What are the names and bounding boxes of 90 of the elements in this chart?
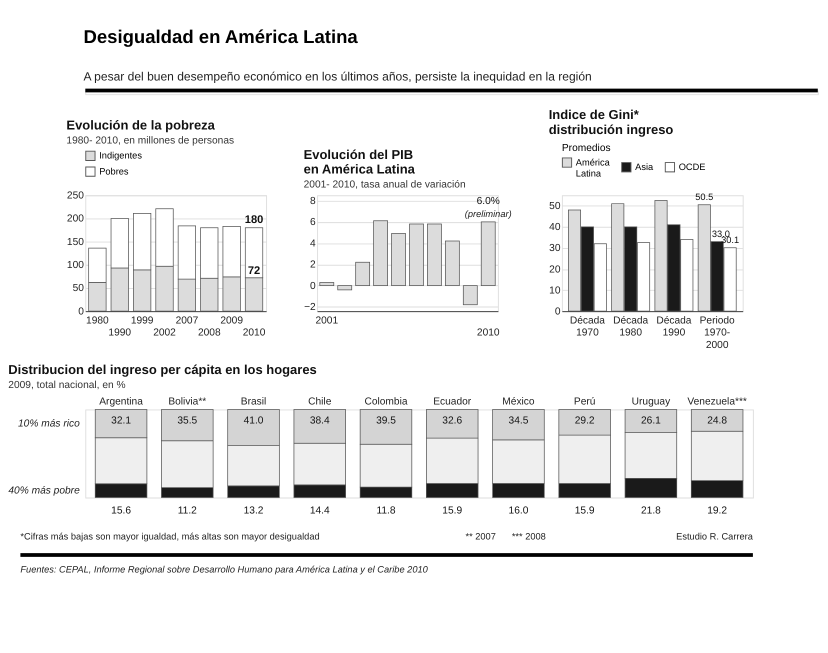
data-label: 50.5 (695, 192, 714, 202)
data-label: 16.0 (508, 505, 529, 516)
y-tick-label: 4 (310, 238, 316, 250)
data-label: 15.9 (574, 505, 595, 516)
data-label: 32.6 (442, 415, 462, 426)
x-tick-label: Chile (308, 396, 332, 408)
y-tick-label: 250 (66, 190, 84, 202)
legend-label: Asia (635, 162, 654, 172)
series-label: 10% más rico (18, 418, 80, 430)
x-tick-label: Uruguay (632, 396, 672, 408)
y-tick-label: 0 (310, 280, 316, 292)
x-tick-label: Periodo 1970- 2000 (700, 316, 736, 351)
data-label: 24.8 (707, 415, 728, 426)
y-tick-label: 8 (310, 196, 316, 207)
legend-label: Pobres (99, 166, 129, 176)
x-tick-label: Colombia (364, 396, 408, 408)
x-tick-label: 2007 (176, 316, 199, 327)
data-label: 21.8 (640, 505, 662, 516)
y-tick-label: 0 (78, 306, 84, 318)
y-tick-label: 100 (66, 260, 84, 272)
annotation: (preliminar) (464, 209, 512, 220)
y-tick-label: 6 (310, 217, 316, 228)
data-label: 15.9 (442, 505, 462, 516)
x-tick-label: Brasil (240, 396, 266, 408)
legend-label: OCDE (678, 162, 706, 172)
data-label: 15.6 (111, 505, 132, 516)
source-note: Fuentes: CEPAL, Informe Regional sobre Desarrollo Humano para América Latina y el Caribe 2010 (20, 564, 429, 575)
data-label: 14.4 (310, 505, 330, 516)
y-tick-label: 40 (549, 222, 561, 234)
x-tick-label: Ecuador (433, 396, 472, 408)
y-tick-label: 10 (549, 285, 561, 296)
legend-label: América Latina (576, 157, 611, 178)
y-tick-label: 50 (72, 283, 84, 294)
data-label: 6.0% (476, 196, 500, 208)
data-label: 13.2 (244, 505, 264, 516)
legend-title: Promedios (562, 142, 611, 154)
x-tick-label: 2009 (220, 316, 244, 327)
data-label: 11.8 (376, 505, 396, 516)
x-tick-label: Bolivia** (168, 396, 206, 408)
data-label: 72 (248, 265, 260, 278)
data-label: 32.1 (111, 415, 132, 426)
x-tick-label: Década 1980 (613, 316, 649, 339)
x-tick-label: Perú (574, 396, 596, 408)
text: *** 2008 (512, 531, 546, 542)
y-tick-label: 0 (554, 306, 561, 318)
data-label: 41.0 (244, 415, 264, 426)
y-tick-label: 50 (549, 201, 561, 212)
data-label: 29.2 (574, 415, 595, 426)
text: *Cifras más bajas son mayor igualdad, más altas son mayor desigualdad (20, 531, 320, 542)
data-label: 35.5 (177, 415, 198, 426)
data-label: 19.2 (707, 505, 728, 516)
x-tick-label: 2010 (476, 328, 500, 339)
x-tick-label: 1980 (86, 316, 110, 327)
chart-title: Distribucion del ingreso per cápita en los hogares (8, 362, 317, 378)
x-tick-label: 2010 (242, 328, 266, 339)
x-tick-label: 1999 (130, 316, 154, 327)
x-tick-label: 2008 (198, 328, 221, 339)
y-tick-label: 30 (549, 243, 561, 254)
data-label: 34.5 (508, 415, 529, 426)
y-tick-label: 150 (66, 236, 84, 248)
y-tick-label: −2 (304, 302, 316, 314)
x-tick-label: 2001 (315, 316, 338, 327)
text: Desigualdad en América Latina (83, 26, 358, 48)
total-label: 180 (244, 214, 264, 226)
data-label: 39.5 (376, 415, 396, 426)
x-tick-label: México (502, 396, 535, 408)
series-label: 40% más pobre (8, 485, 80, 496)
y-tick-label: 20 (549, 264, 561, 276)
x-tick-label: Década 1970 (570, 316, 606, 339)
text: A pesar del buen desempeño económico en los últimos años, persiste la inequidad en la región (83, 69, 592, 84)
x-tick-label: Década 1990 (656, 316, 692, 339)
data-label: 38.4 (310, 415, 330, 426)
text: Estudio R. Carrera (676, 531, 754, 542)
x-tick-label: 1990 (108, 328, 132, 339)
y-tick-label: 200 (66, 214, 84, 225)
chart-subtitle: 1980- 2010, en millones de personas (66, 135, 234, 146)
chart-title: Evolución del PIB en América Latina (304, 146, 416, 177)
chart-subtitle: 2009, total nacional, en % (8, 380, 126, 392)
x-tick-label: Venezuela*** (687, 396, 747, 408)
data-label: 30.1 (721, 235, 740, 246)
data-label: 11.2 (178, 505, 198, 516)
y-tick-label: 2 (310, 260, 316, 271)
chart-title: Evolución de la pobreza (66, 117, 216, 132)
x-tick-label: Argentina (99, 396, 144, 408)
legend-label: Indigentes (99, 150, 142, 161)
text: ** 2007 (465, 531, 496, 542)
x-tick-label: 2002 (153, 328, 176, 339)
chart-subtitle: 2001- 2010, tasa anual de variación (304, 180, 466, 191)
chart-title: Indice de Gini* distribución ingreso (548, 107, 674, 138)
data-label: 26.1 (640, 415, 662, 426)
